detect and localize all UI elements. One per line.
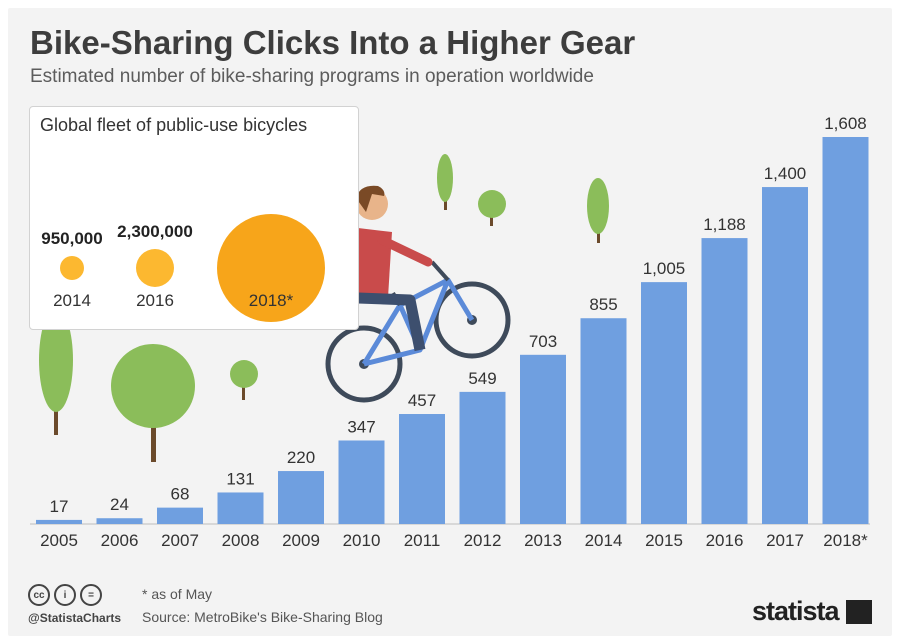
bar-2013 xyxy=(520,354,566,524)
source-text: Source: MetroBike's Bike-Sharing Blog xyxy=(142,609,383,625)
cyclist-illustration xyxy=(325,185,511,403)
bubble-year-label: 2018* xyxy=(248,291,294,310)
fleet-inset-panel: Global fleet of public-use bicycles 950,… xyxy=(29,106,359,330)
x-tick-label: 2011 xyxy=(404,531,441,550)
bar-value-label: 24 xyxy=(110,495,129,514)
bar-2005 xyxy=(36,519,82,524)
chart-title: Bike-Sharing Clicks Into a Higher Gear xyxy=(30,24,636,61)
bar-value-label: 855 xyxy=(589,295,617,314)
bubble-value-label: 950,000 xyxy=(41,228,103,248)
bar-2014 xyxy=(580,318,627,524)
x-tick-label: 2015 xyxy=(645,531,683,550)
bubble-value-label: 18,200,000 xyxy=(225,197,317,217)
bar-2007 xyxy=(157,507,203,524)
bar-2017 xyxy=(762,187,808,525)
x-tick-label: 2008 xyxy=(222,531,260,550)
bar-2016 xyxy=(701,238,748,524)
bar-2008 xyxy=(217,492,264,524)
bar-value-label: 131 xyxy=(226,469,254,488)
bar-2010 xyxy=(338,440,385,524)
x-tick-label: 2007 xyxy=(161,531,199,550)
chart-subtitle: Estimated number of bike-sharing program… xyxy=(30,66,594,87)
bubble-2016 xyxy=(135,248,175,288)
x-tick-label: 2018* xyxy=(823,531,868,550)
bar-2011 xyxy=(399,414,445,524)
by-icon: i xyxy=(54,584,76,606)
bar-value-label: 1,005 xyxy=(643,259,686,278)
bar-2006 xyxy=(96,518,143,524)
bubble-year-label: 2016 xyxy=(136,291,174,310)
tree-illustration-left xyxy=(39,308,258,462)
x-tick-label: 2016 xyxy=(706,531,744,550)
inset-title: Global fleet of public-use bicycles xyxy=(40,115,308,135)
bar-value-label: 1,400 xyxy=(764,164,807,183)
x-tick-label: 2012 xyxy=(464,531,502,550)
statista-logo: statista xyxy=(752,596,840,626)
x-tick-label: 2005 xyxy=(40,531,78,550)
nd-icon: = xyxy=(80,584,102,606)
bar-value-label: 17 xyxy=(50,497,69,516)
bubble-year-label: 2014 xyxy=(53,291,91,310)
bar-value-label: 457 xyxy=(408,391,436,410)
bar-value-label: 220 xyxy=(287,448,315,467)
license-icons: cc i = xyxy=(28,584,102,606)
twitter-handle: @StatistaCharts xyxy=(28,611,122,625)
bar-2018* xyxy=(822,137,869,524)
bar-series: 17 2005 24 2006 68 2007 131 2008 220 2009 347 2010 4… xyxy=(36,114,869,550)
tree-illustration-top xyxy=(437,154,609,243)
x-tick-label: 2013 xyxy=(524,531,562,550)
x-tick-label: 2014 xyxy=(585,531,623,550)
x-tick-label: 2010 xyxy=(343,531,381,550)
bar-2012 xyxy=(459,391,506,524)
x-tick-label: 2009 xyxy=(282,531,320,550)
bar-value-label: 1,188 xyxy=(703,215,746,234)
bar-value-label: 1,608 xyxy=(824,114,867,133)
footnote: * as of May xyxy=(142,586,213,602)
bar-value-label: 68 xyxy=(171,485,190,504)
bar-2015 xyxy=(641,282,687,524)
bubble-value-label: 2,300,000 xyxy=(117,221,193,241)
bar-2009 xyxy=(278,471,324,524)
bubble-2018* xyxy=(217,214,325,322)
x-tick-label: 2017 xyxy=(766,531,804,550)
bubble-2014 xyxy=(59,255,85,281)
bar-value-label: 549 xyxy=(468,369,496,388)
cc-icon: cc xyxy=(28,584,50,606)
bar-value-label: 347 xyxy=(347,417,375,436)
x-tick-label: 2006 xyxy=(101,531,139,550)
bar-value-label: 703 xyxy=(529,332,557,351)
statista-logo-mark xyxy=(846,600,872,624)
